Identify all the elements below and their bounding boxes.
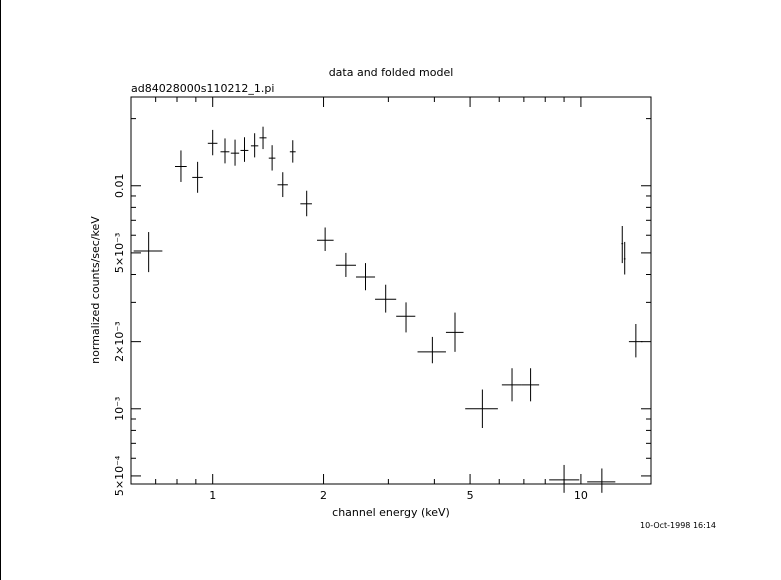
- x-tick-label: 5: [467, 489, 474, 502]
- data-point: [289, 140, 296, 163]
- x-tick-label: 10: [574, 489, 588, 502]
- data-point: [621, 226, 624, 264]
- data-point: [396, 302, 416, 333]
- data-point: [445, 312, 464, 352]
- data-point: [549, 464, 580, 493]
- y-tick-label: 5×10⁻³: [113, 233, 126, 273]
- data-point: [623, 241, 626, 275]
- data-point: [230, 139, 240, 166]
- y-axis-label: normalized counts/sec/keV: [89, 216, 102, 364]
- data-point: [250, 133, 259, 158]
- data-point: [417, 336, 446, 364]
- data-point: [335, 252, 356, 277]
- y-tick-label: 0.01: [113, 174, 126, 199]
- data-point: [628, 323, 643, 358]
- plot-area-frame: [130, 96, 652, 485]
- x-axis-label: channel energy (keV): [332, 506, 450, 519]
- y-tick-label: 10⁻³: [113, 397, 126, 421]
- data-point: [133, 232, 163, 273]
- y-tick-label: 2×10⁻³: [113, 321, 126, 361]
- y-axis-ticks: 5×10⁻⁴ 10⁻³ 2×10⁻³ 5×10⁻³ 0.01: [113, 118, 651, 496]
- data-point: [521, 368, 540, 402]
- chart-subtitle: ad84028000s110212_1.pi: [131, 82, 274, 95]
- data-point: [240, 137, 249, 162]
- chart-title: data and folded model: [329, 66, 454, 79]
- data-point: [220, 138, 230, 164]
- data-points: [133, 126, 643, 493]
- data-point: [501, 368, 522, 402]
- data-point: [355, 263, 376, 291]
- x-tick-label: 1: [209, 489, 216, 502]
- data-point: [192, 161, 203, 193]
- data-point: [268, 145, 276, 171]
- y-tick-label: 5×10⁻⁴: [113, 455, 126, 496]
- data-point: [174, 150, 187, 182]
- data-point: [375, 284, 397, 313]
- data-point: [465, 389, 498, 429]
- data-point: [587, 468, 616, 493]
- data-point: [207, 129, 218, 156]
- data-point: [277, 172, 288, 198]
- data-point: [259, 126, 267, 150]
- x-tick-label: 2: [320, 489, 327, 502]
- data-point: [300, 190, 312, 217]
- x-axis-ticks: 1 2 5 10: [130, 97, 588, 502]
- timestamp-label: 10-Oct-1998 16:14: [640, 521, 716, 530]
- data-point: [317, 227, 334, 251]
